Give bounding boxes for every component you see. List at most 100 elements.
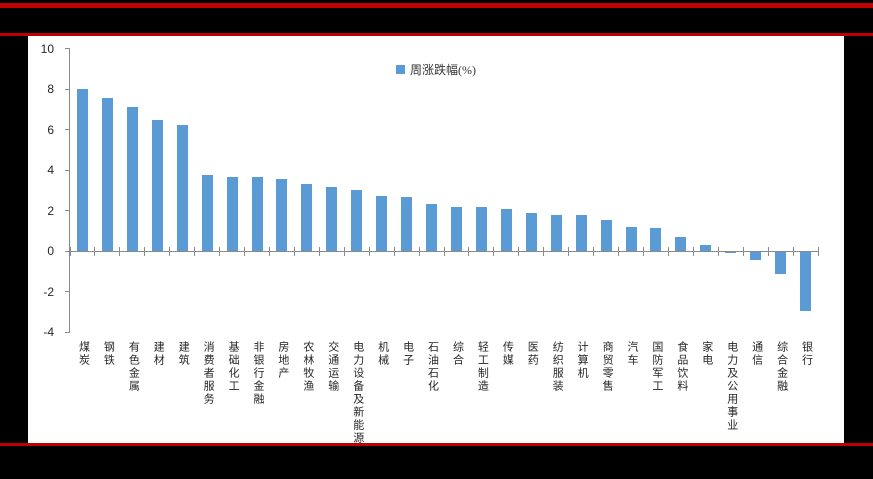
bar <box>450 207 462 251</box>
bar <box>800 252 812 311</box>
category-label: 基础化工 <box>227 341 240 393</box>
x-axis-tick <box>717 247 719 256</box>
x-axis-tick <box>667 247 669 256</box>
bar <box>226 177 238 251</box>
x-axis-tick <box>767 247 769 256</box>
category-label: 医药 <box>526 341 539 367</box>
y-axis-label: 6 <box>47 122 54 137</box>
category-label: 电子 <box>401 341 414 367</box>
bar <box>475 207 487 251</box>
category-label: 房地产 <box>276 341 289 380</box>
bar <box>575 214 587 251</box>
x-axis-tick <box>518 247 520 256</box>
plot-area: 10 8 6 4 2 0 -2 -4 煤炭 钢铁 有色金属 建材 建筑 消费者服务 基础化工 非银行金融 房地产… <box>28 36 844 445</box>
bar <box>251 177 263 251</box>
x-axis-tick <box>692 247 694 256</box>
y-axis-label: 8 <box>47 82 54 96</box>
bar <box>101 98 113 251</box>
bar <box>276 179 288 251</box>
y-axis-tick <box>65 129 70 130</box>
bar <box>775 252 787 275</box>
bar <box>750 252 762 261</box>
category-label: 农林牧渔 <box>301 341 314 393</box>
y-axis-label: 4 <box>47 163 54 177</box>
x-axis-tick <box>543 247 545 256</box>
x-axis-tick <box>94 247 96 256</box>
bar <box>126 107 138 251</box>
y-axis-tick <box>65 88 70 90</box>
y-axis-tick <box>65 291 70 292</box>
y-axis-tick <box>65 331 70 333</box>
x-axis-tick <box>69 247 71 256</box>
x-axis-tick <box>293 247 295 256</box>
x-axis-tick <box>742 247 744 256</box>
bar <box>151 120 163 251</box>
category-label: 建材 <box>152 341 165 367</box>
x-axis-tick <box>393 247 395 256</box>
category-label: 非银行金融 <box>252 341 264 406</box>
x-axis-tick <box>194 247 196 256</box>
x-axis-tick <box>443 247 445 256</box>
category-label: 轻工制造 <box>476 341 489 393</box>
category-label: 煤炭 <box>77 341 90 367</box>
category-label: 钢铁 <box>102 341 115 367</box>
bar <box>201 175 213 251</box>
bar <box>301 184 313 251</box>
bar <box>525 212 537 251</box>
bar <box>76 89 88 251</box>
bar <box>675 236 687 251</box>
x-axis-tick <box>792 247 794 256</box>
x-axis-tick <box>169 247 171 256</box>
category-label: 纺织服装 <box>551 341 564 393</box>
category-label: 电力及公用事业 <box>725 341 738 432</box>
bottom-red-line <box>0 443 873 446</box>
category-label: 综合金融 <box>775 341 788 393</box>
category-label: 有色金属 <box>127 341 140 393</box>
bar <box>700 244 712 251</box>
bar <box>600 219 612 251</box>
y-axis-line <box>69 48 70 332</box>
x-axis-tick <box>493 247 495 256</box>
category-label: 消费者服务 <box>202 341 215 406</box>
x-axis-tick <box>144 247 146 256</box>
y-axis-label: 2 <box>47 203 54 218</box>
category-label: 综合 <box>451 341 464 367</box>
bar <box>376 196 388 251</box>
x-axis-tick <box>343 247 345 256</box>
legend: 周涨跌幅(%) <box>396 61 476 77</box>
y-axis-tick <box>65 169 70 171</box>
x-axis-tick <box>642 247 644 256</box>
x-axis-tick <box>119 247 121 256</box>
x-axis-tick <box>418 247 420 256</box>
legend-label: 周涨跌幅(%) <box>410 62 476 77</box>
bar <box>176 125 188 251</box>
y-axis-label: -4 <box>43 325 54 339</box>
x-axis-tick <box>568 247 570 256</box>
category-label: 机械 <box>376 341 389 367</box>
category-label: 国防军工 <box>650 341 663 393</box>
x-axis-tick <box>368 247 370 256</box>
bar <box>650 227 662 251</box>
y-axis-tick <box>65 48 70 49</box>
x-axis-tick <box>244 247 246 256</box>
x-axis-tick <box>219 247 221 256</box>
y-axis-label: -2 <box>43 284 54 299</box>
category-label: 家电 <box>700 341 713 367</box>
legend-swatch-icon <box>396 64 405 74</box>
top-red-line <box>0 3 873 8</box>
bar <box>351 190 363 251</box>
x-axis-tick <box>593 247 595 256</box>
category-label: 交通运输 <box>326 341 339 393</box>
y-axis-tick <box>65 210 70 211</box>
bar <box>625 226 637 251</box>
category-label: 银行 <box>800 341 813 367</box>
x-axis-tick <box>618 247 620 256</box>
chart-panel: 周涨跌幅(%) 10 8 6 4 2 0 -2 -4 煤炭 钢铁 有色金属 建材 建筑 消费者服务 基础化工… <box>28 36 844 445</box>
y-axis-label: 10 <box>40 41 54 56</box>
category-label: 通信 <box>750 341 763 367</box>
category-label: 商贸零售 <box>601 341 614 393</box>
x-axis-line <box>70 250 818 252</box>
x-axis-tick <box>318 247 320 256</box>
category-label: 传媒 <box>501 341 514 367</box>
bar <box>500 209 512 251</box>
